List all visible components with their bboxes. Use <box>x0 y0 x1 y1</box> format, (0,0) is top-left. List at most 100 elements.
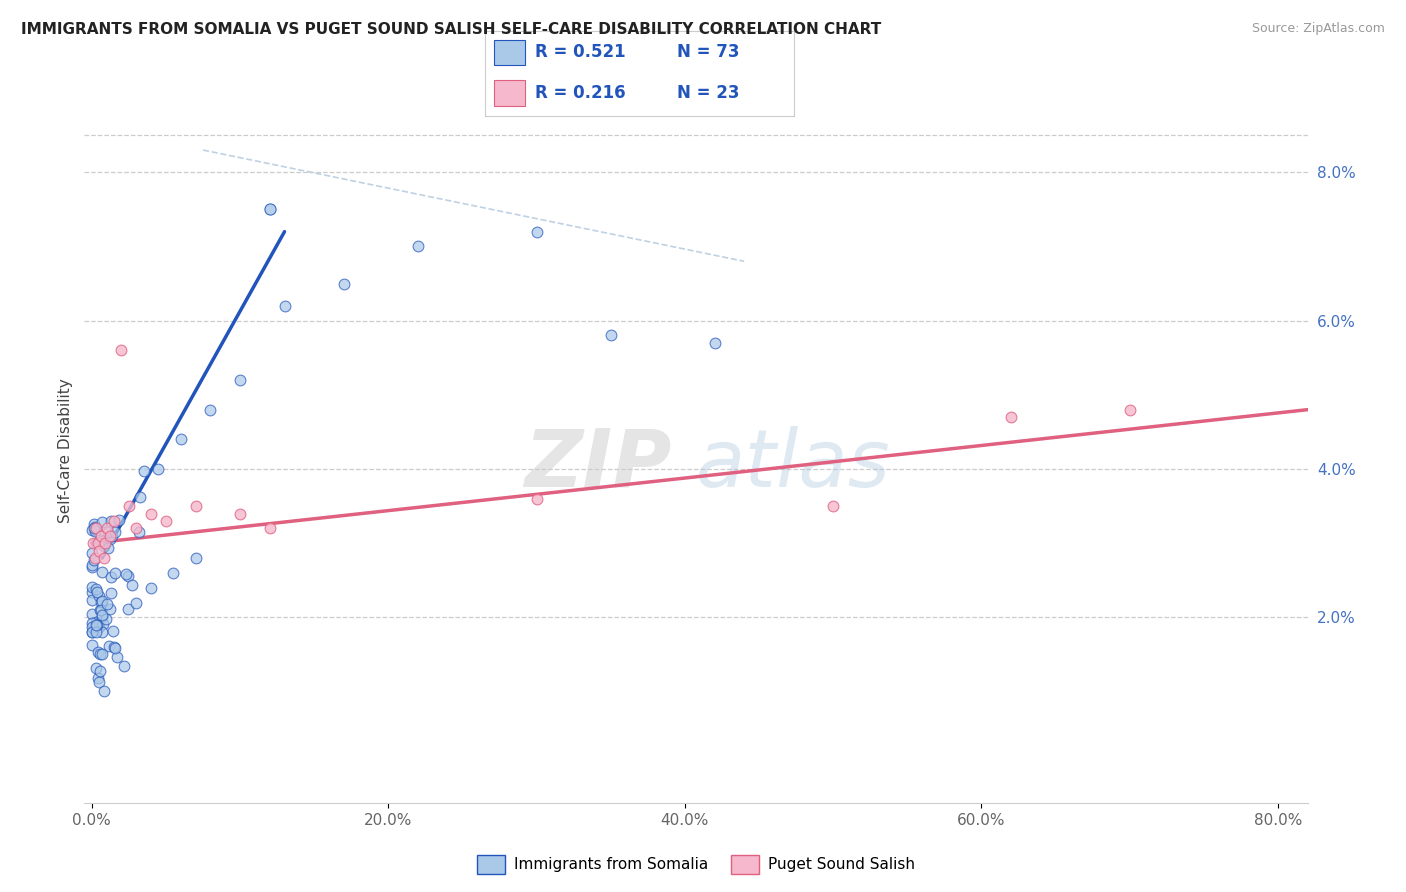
Point <box>125 521 148 535</box>
Point <box>80 546 103 560</box>
Point <box>89 533 111 547</box>
Point <box>98 529 121 543</box>
Point <box>229 507 252 521</box>
Point <box>91 516 114 530</box>
Bar <box>495 39 526 65</box>
Point <box>115 566 138 581</box>
Point <box>128 490 150 504</box>
Point <box>90 529 112 543</box>
Point <box>80 607 103 621</box>
Point <box>90 594 112 608</box>
Point <box>80 624 103 639</box>
Point <box>823 499 845 513</box>
Point <box>104 525 127 540</box>
Point <box>100 602 122 616</box>
Point <box>91 607 114 622</box>
Point <box>139 507 162 521</box>
Point <box>104 640 127 655</box>
Point <box>118 499 141 513</box>
Point <box>80 615 103 630</box>
Point <box>80 620 103 634</box>
Point <box>333 277 356 291</box>
Point <box>91 609 114 624</box>
Point <box>97 639 120 653</box>
Text: N = 23: N = 23 <box>676 84 740 102</box>
Point <box>87 671 110 685</box>
Point <box>80 560 103 574</box>
Point <box>84 624 107 639</box>
Point <box>200 402 222 417</box>
Point <box>121 578 143 592</box>
Point <box>89 665 111 679</box>
Point <box>87 644 110 658</box>
Point <box>406 239 429 253</box>
Point <box>83 516 105 531</box>
Point <box>91 624 114 639</box>
Point <box>259 202 281 217</box>
Point <box>162 566 184 580</box>
Point <box>84 521 107 535</box>
Point <box>107 649 129 664</box>
Text: atlas: atlas <box>696 425 891 504</box>
Point <box>89 589 111 603</box>
Point <box>86 582 108 596</box>
Point <box>84 524 107 538</box>
Text: Source: ZipAtlas.com: Source: ZipAtlas.com <box>1251 22 1385 36</box>
Point <box>86 585 108 599</box>
Point <box>97 541 120 555</box>
Point <box>229 373 252 387</box>
Point <box>86 536 108 550</box>
Point <box>273 299 295 313</box>
Point <box>184 499 207 513</box>
Point <box>599 328 621 343</box>
Point <box>93 539 115 553</box>
Point <box>125 595 148 609</box>
Point <box>93 551 115 566</box>
Point <box>94 612 117 626</box>
Point <box>91 534 114 549</box>
Point <box>101 529 124 543</box>
Point <box>184 551 207 566</box>
Point <box>83 552 105 566</box>
Point <box>93 684 115 698</box>
Point <box>86 618 108 632</box>
Point <box>100 586 122 600</box>
Point <box>87 620 110 634</box>
Point <box>86 615 108 630</box>
Text: R = 0.521: R = 0.521 <box>534 44 626 62</box>
Text: ZIP: ZIP <box>524 425 672 504</box>
Text: N = 73: N = 73 <box>676 44 740 62</box>
Point <box>80 585 103 599</box>
Point <box>84 661 107 675</box>
Point <box>110 343 132 358</box>
Point <box>83 521 105 535</box>
Point <box>90 648 112 662</box>
Point <box>526 491 548 506</box>
Point <box>259 521 281 535</box>
Point <box>91 616 114 631</box>
Point <box>112 659 135 673</box>
Point <box>155 514 177 528</box>
Point <box>703 335 725 350</box>
Point <box>80 523 103 537</box>
Point <box>84 520 107 534</box>
Text: IMMIGRANTS FROM SOMALIA VS PUGET SOUND SALISH SELF-CARE DISABILITY CORRELATION C: IMMIGRANTS FROM SOMALIA VS PUGET SOUND S… <box>21 22 882 37</box>
Point <box>101 624 124 638</box>
Point <box>103 640 125 654</box>
Text: R = 0.216: R = 0.216 <box>534 84 626 102</box>
Point <box>100 514 122 528</box>
Point <box>89 647 111 661</box>
Point <box>90 565 112 579</box>
Point <box>80 592 103 607</box>
Point <box>94 536 117 550</box>
Point <box>170 433 193 447</box>
Point <box>84 535 107 549</box>
Legend: Immigrants from Somalia, Puget Sound Salish: Immigrants from Somalia, Puget Sound Sal… <box>471 849 921 880</box>
Point <box>82 536 104 550</box>
Point <box>90 603 112 617</box>
Point <box>132 464 155 478</box>
Point <box>80 624 103 639</box>
Point <box>80 638 103 652</box>
Point <box>86 618 108 632</box>
Point <box>104 566 127 581</box>
